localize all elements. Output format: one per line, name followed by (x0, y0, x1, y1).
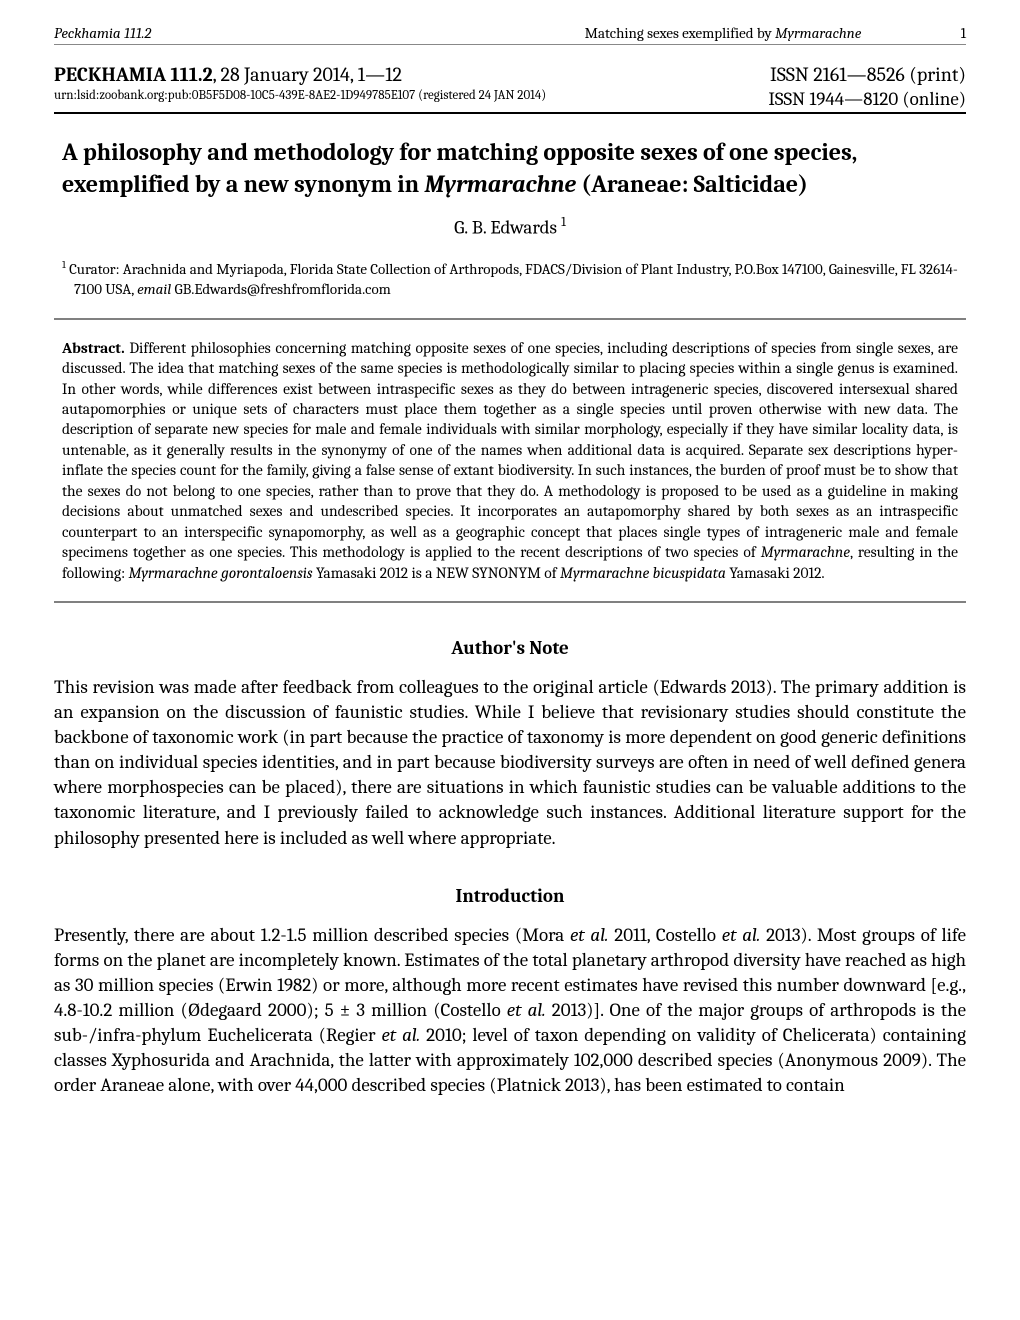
intro-etal1: et al. (570, 924, 609, 946)
affil-email: GB.Edwards@freshfromflorida.com (171, 280, 391, 298)
masthead-line2: urn:lsid:zoobank.org:pub:0B5F5D08-10C5-4… (54, 88, 966, 110)
abstract-body4: Yamasaki 2012. (726, 564, 825, 582)
intro-etal3: et al. (507, 999, 546, 1021)
masthead-journal-ref: PECKHAMIA 111.2, 28 January 2014, 1―12 (54, 63, 402, 86)
running-header-right: 1 (946, 24, 966, 42)
issue-date-pages: , 28 January 2014, 1―12 (213, 63, 402, 86)
article-title: A philosophy and methodology for matchin… (62, 136, 958, 201)
intro-seg2: 2011, Costello (609, 924, 722, 946)
running-header: Peckhamia 111.2 Matching sexes exemplifi… (54, 24, 966, 45)
affil-email-label: email (137, 280, 171, 298)
title-genus: Myrmarachne (424, 170, 576, 198)
intro-seg1: Presently, there are about 1.2-1.5 milli… (54, 924, 570, 946)
abstract-label: Abstract. (62, 339, 125, 357)
introduction-heading: Introduction (54, 885, 966, 907)
running-title-italic: Myrmarachne (775, 24, 861, 42)
running-header-left: Peckhamia 111.2 (54, 24, 500, 42)
title-line2-prefix: exemplified by a new synonym in (62, 170, 424, 198)
issn-online: ISSN 1944―8120 (online) (768, 88, 966, 110)
abstract-genus1: Myrmarachne (761, 543, 850, 561)
intro-etal2: et al. (722, 924, 761, 946)
title-line2-suffix: (Araneae: Salticidae) (576, 170, 808, 198)
authors-note-text: This revision was made after feedback fr… (54, 675, 966, 851)
running-journal: Peckhamia 111.2 (54, 24, 151, 42)
intro-etal4: et al. (381, 1024, 420, 1046)
journal-id: PECKHAMIA 111.2 (54, 63, 213, 86)
page: Peckhamia 111.2 Matching sexes exemplifi… (0, 0, 1020, 1320)
masthead-line1: PECKHAMIA 111.2, 28 January 2014, 1―12 I… (54, 63, 966, 86)
author-line: G. B. Edwards 1 (54, 215, 966, 238)
issn-print: ISSN 2161―8526 (print) (770, 63, 966, 86)
title-line1: A philosophy and methodology for matchin… (62, 138, 857, 166)
affiliation: 1 Curator: Arachnida and Myriapoda, Flor… (62, 258, 958, 300)
zoobank-urn: urn:lsid:zoobank.org:pub:0B5F5D08-10C5-4… (54, 88, 546, 110)
divider-top (54, 318, 966, 320)
author-name: G. B. Edwards (454, 216, 557, 238)
abstract-species1: Myrmarachne gorontaloensis (128, 564, 312, 582)
abstract-body3: Yamasaki 2012 is a NEW SYNONYM of (313, 564, 560, 582)
abstract-body1: Different philosophies concerning matchi… (62, 339, 958, 562)
author-affil-marker: 1 (561, 215, 566, 230)
running-title-prefix: Matching sexes exemplified by (585, 24, 775, 42)
abstract: Abstract. Different philosophies concern… (62, 338, 958, 583)
divider-bottom (54, 601, 966, 603)
running-header-center: Matching sexes exemplified by Myrmarachn… (500, 24, 946, 42)
authors-note-heading: Author's Note (54, 637, 966, 659)
masthead: PECKHAMIA 111.2, 28 January 2014, 1―12 I… (54, 63, 966, 114)
introduction-text: Presently, there are about 1.2-1.5 milli… (54, 923, 966, 1099)
abstract-species2: Myrmarachne bicuspidata (560, 564, 726, 582)
